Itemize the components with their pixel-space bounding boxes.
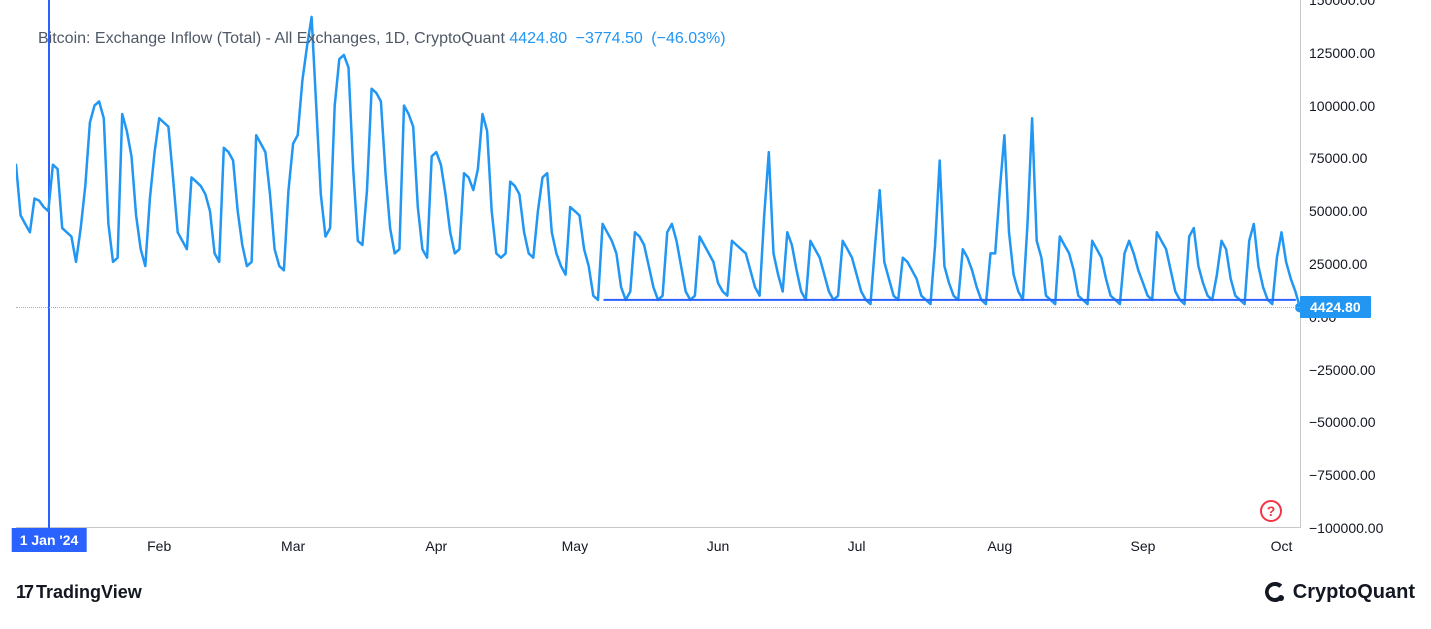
- x-tick: Feb: [147, 538, 171, 554]
- footer: 17 TradingView CryptoQuant: [16, 580, 1415, 604]
- x-tick: Aug: [987, 538, 1012, 554]
- title-change-pct: (−46.03%): [651, 30, 725, 47]
- tradingview-logo: 17 TradingView: [16, 582, 142, 603]
- current-value-line: [16, 307, 1300, 308]
- x-highlight-tag: 1 Jan '24: [12, 528, 87, 552]
- tradingview-label: TradingView: [36, 582, 142, 603]
- x-tick: May: [562, 538, 588, 554]
- y-tick: 100000.00: [1309, 98, 1375, 114]
- y-tick: −75000.00: [1309, 467, 1376, 483]
- x-tick: Jun: [707, 538, 730, 554]
- help-icon[interactable]: ?: [1260, 500, 1282, 522]
- cryptoquant-logo: CryptoQuant: [1263, 580, 1415, 604]
- title-value: 4424.80: [509, 30, 567, 47]
- cryptoquant-glyph-icon: [1263, 580, 1287, 604]
- y-tick: −50000.00: [1309, 414, 1376, 430]
- cryptoquant-label: CryptoQuant: [1293, 581, 1415, 604]
- y-tick: 150000.00: [1309, 0, 1375, 8]
- chart-container: { "title": { "text": "Bitcoin: Exchange …: [0, 0, 1431, 629]
- y-tick: 50000.00: [1309, 203, 1367, 219]
- title-change-abs: −3774.50: [576, 30, 643, 47]
- x-tick: Mar: [281, 538, 305, 554]
- y-tick: 75000.00: [1309, 150, 1367, 166]
- y-tick: −100000.00: [1309, 520, 1383, 536]
- x-tick: Apr: [425, 538, 447, 554]
- y-tick: 25000.00: [1309, 256, 1367, 272]
- line-chart-svg: [16, 0, 1300, 528]
- tradingview-glyph-icon: 17: [16, 582, 30, 603]
- x-tick: Sep: [1130, 538, 1155, 554]
- plot-area[interactable]: Bitcoin: Exchange Inflow (Total) - All E…: [16, 0, 1300, 528]
- chart-title: Bitcoin: Exchange Inflow (Total) - All E…: [38, 30, 726, 48]
- x-tick: Oct: [1271, 538, 1293, 554]
- x-axis: Feb Mar Apr May Jun Jul Aug Sep Oct: [16, 528, 1300, 558]
- y-tick: 125000.00: [1309, 45, 1375, 61]
- y-axis: 150000.00 125000.00 100000.00 75000.00 50000…: [1300, 0, 1431, 528]
- y-tick: −25000.00: [1309, 362, 1376, 378]
- title-text: Bitcoin: Exchange Inflow (Total) - All E…: [38, 30, 505, 47]
- x-tick: Jul: [848, 538, 866, 554]
- current-price-tag: 4424.80: [1300, 296, 1371, 318]
